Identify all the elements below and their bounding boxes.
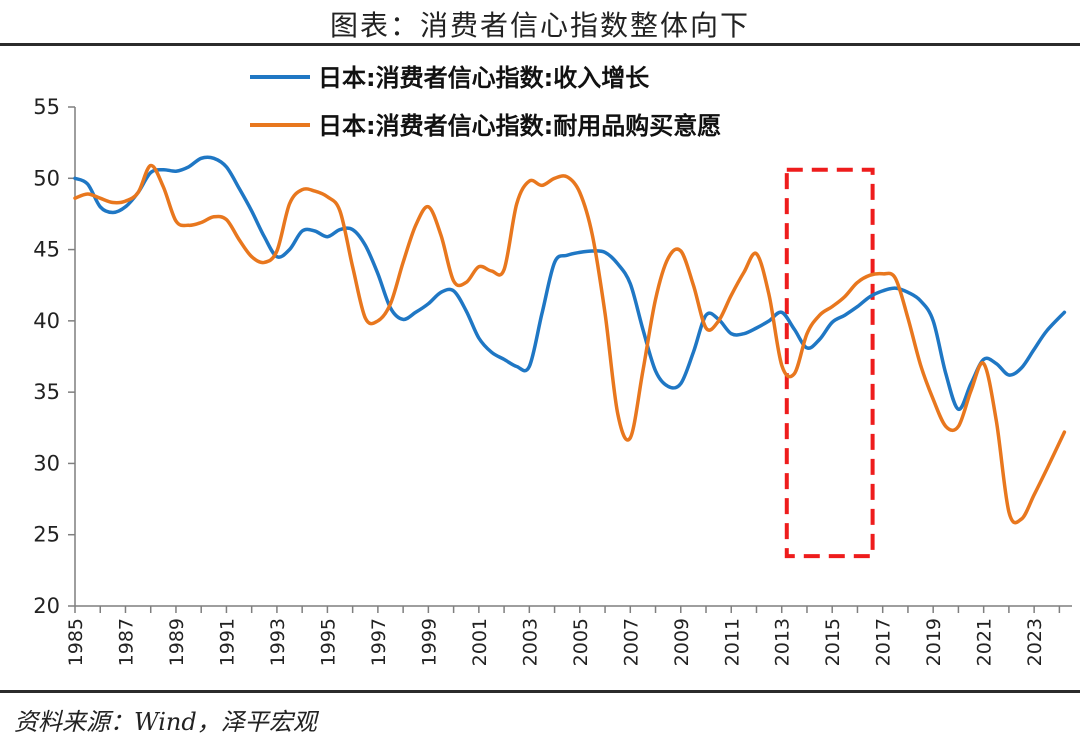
x-tick-label: 2005 xyxy=(570,618,592,666)
y-tick-label: 30 xyxy=(33,451,60,475)
footer-rule xyxy=(0,690,1080,693)
highlight-box xyxy=(784,167,875,559)
x-tick-label: 2017 xyxy=(873,618,895,666)
annotation-layer xyxy=(784,167,875,559)
series-line-2 xyxy=(73,163,1067,525)
title-rule xyxy=(0,43,1080,46)
x-tick-label: 1987 xyxy=(115,618,137,666)
series-lines xyxy=(73,155,1067,525)
x-tick-label: 2001 xyxy=(469,618,491,666)
legend-label-1: 日本:消费者信心指数:收入增长 xyxy=(318,64,650,92)
y-tick-label: 45 xyxy=(33,238,60,262)
y-tick-label: 35 xyxy=(33,380,60,404)
source-note: 资料来源：Wind，泽平宏观 xyxy=(14,708,317,736)
x-tick-label: 1989 xyxy=(166,618,188,666)
x-tick-label: 2007 xyxy=(620,618,642,666)
y-tick-label: 55 xyxy=(33,95,60,119)
series-line-1 xyxy=(73,155,1067,412)
x-tick-label: 2013 xyxy=(772,618,794,666)
y-tick-label: 25 xyxy=(33,523,60,547)
y-tick-label: 40 xyxy=(33,309,60,333)
x-tick-label: 2003 xyxy=(519,618,541,666)
y-tick-label: 20 xyxy=(33,594,60,618)
legend-label-2: 日本:消费者信心指数:耐用品购买意愿 xyxy=(318,112,721,140)
x-tick-label: 2011 xyxy=(721,618,743,666)
x-tick-label: 1985 xyxy=(65,618,87,666)
x-tick-label: 2015 xyxy=(822,618,844,666)
x-tick-label: 2021 xyxy=(974,618,996,666)
x-tick-label: 1997 xyxy=(368,618,390,666)
x-tick-label: 1999 xyxy=(418,618,440,666)
x-tick-label: 2023 xyxy=(1024,618,1046,666)
x-tick-label: 1995 xyxy=(317,618,339,666)
line-chart: 20 25 30 35 40 45 50 55 1985 1987 1989 1991 1993 1995… xyxy=(33,64,1072,666)
y-tick-label: 50 xyxy=(33,166,60,190)
axes: 20 25 30 35 40 45 50 55 1985 1987 1989 1991 1993 1995… xyxy=(33,95,1072,666)
x-tick-label: 2019 xyxy=(923,618,945,666)
x-tick-label: 1993 xyxy=(267,618,289,666)
x-tick-label: 2009 xyxy=(671,618,693,666)
chart-title: 图表：消费者信心指数整体向下 xyxy=(329,9,750,42)
x-tick-label: 1991 xyxy=(216,618,238,666)
